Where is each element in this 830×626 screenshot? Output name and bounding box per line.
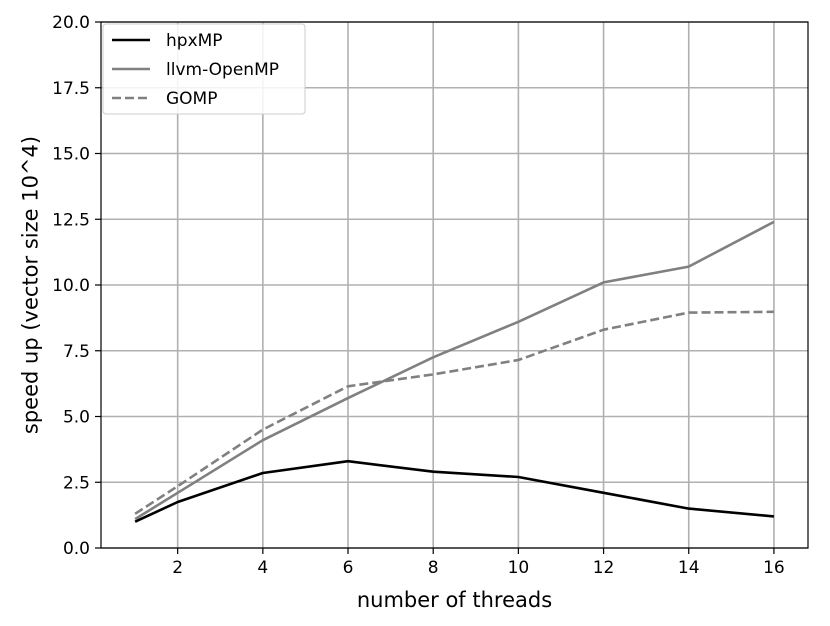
series-lines <box>134 220 775 523</box>
x-tick-label: 8 <box>428 558 439 578</box>
legend-label: GOMP <box>166 89 217 109</box>
x-tick-label: 16 <box>763 558 785 578</box>
y-tick-label: 12.5 <box>52 210 90 230</box>
x-tick-label: 6 <box>343 558 354 578</box>
x-tick-label: 10 <box>508 558 530 578</box>
legend-box <box>102 23 306 115</box>
legend-label: hpxMP <box>166 31 223 51</box>
legend-label: llvm-OpenMP <box>166 60 279 80</box>
x-axis-label: number of threads <box>357 588 552 612</box>
x-tick-label: 14 <box>678 558 700 578</box>
series-line-hpxmp <box>134 459 775 523</box>
x-tick-label: 2 <box>172 558 183 578</box>
y-tick-label: 0.0 <box>63 539 90 559</box>
x-tick-label: 4 <box>257 558 268 578</box>
axis-ticks: 2 4 6 8 10 12 14 16 0.0 2.5 5.0 7.5 10.0 12.5 15.0 17.5… <box>52 13 785 578</box>
y-tick-label: 2.5 <box>63 473 90 493</box>
y-tick-label: 20.0 <box>52 13 90 33</box>
y-axis-label: speed up (vector size 10^4) <box>18 136 42 434</box>
x-tick-label: 12 <box>593 558 615 578</box>
series-line-gomp <box>134 310 774 515</box>
series-line-llvm-openmp <box>134 220 775 521</box>
y-tick-label: 7.5 <box>63 342 90 362</box>
y-tick-label: 17.5 <box>52 79 90 99</box>
y-tick-label: 10.0 <box>52 276 90 296</box>
legend: hpxMP llvm-OpenMP GOMP <box>102 23 306 115</box>
y-tick-label: 15.0 <box>52 145 90 165</box>
y-tick-label: 5.0 <box>63 408 90 428</box>
